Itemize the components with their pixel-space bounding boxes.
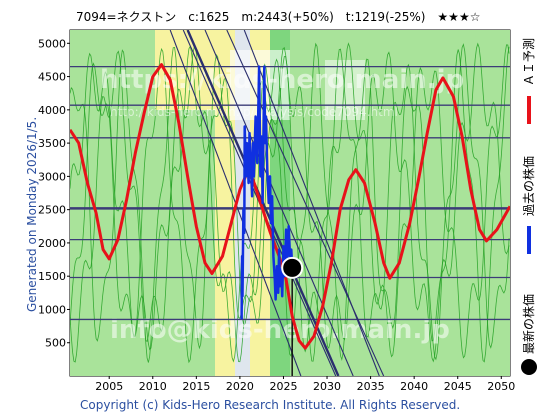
x-tick-label: 2040 <box>400 380 428 393</box>
copyright-text: Copyright (c) Kids-Hero Research Institu… <box>80 398 460 412</box>
diagonal-4 <box>243 30 380 376</box>
diagonal-2 <box>226 30 385 376</box>
watermark-top: https://kids-hero.main.jp <box>100 65 464 95</box>
green-oscillation-3 <box>70 42 510 363</box>
chart-title: 7094=ネクストン c:1625 m:2443(+50%) t:1219(-2… <box>76 10 480 24</box>
x-tick-label: 2015 <box>182 380 210 393</box>
watermark-middle: http://kids-hero.main.jp/analysis/code70… <box>110 105 398 119</box>
y-tick-label: 4500 <box>38 71 66 84</box>
generated-label: Generated on Monday 2026/1/5. <box>25 117 39 312</box>
legend-latest-label: 最新の株価 <box>521 294 536 354</box>
x-tick-label: 2045 <box>444 380 472 393</box>
horizontal-lines <box>70 65 510 321</box>
x-tick-label: 2020 <box>226 380 254 393</box>
x-tick-label: 2030 <box>313 380 341 393</box>
y-tick-label: 1500 <box>38 270 66 283</box>
y-tick-label: 1000 <box>38 303 66 316</box>
legend-ai-label: ＡＩ予測 <box>522 38 536 86</box>
y-tick-label: 3500 <box>38 137 66 150</box>
latest-price-marker <box>281 256 304 279</box>
x-axis-ticks: 2005 2010 2015 2020 2025 2030 2035 2040 2045 2050 <box>95 376 515 393</box>
legend-past-label: 過去の株価 <box>521 156 536 216</box>
x-tick-label: 2010 <box>139 380 167 393</box>
legend: ＡＩ予測 過去の株価 最新の株価 <box>521 38 537 375</box>
green-oscillation-lines <box>70 42 510 364</box>
x-tick-label: 2005 <box>95 380 123 393</box>
y-tick-label: 2500 <box>38 204 66 217</box>
y-tick-label: 500 <box>45 337 66 350</box>
y-tick-label: 5000 <box>38 37 66 50</box>
legend-latest-swatch <box>521 359 537 375</box>
y-tick-label: 2000 <box>38 237 66 250</box>
x-tick-label: 2035 <box>357 380 385 393</box>
x-tick-label: 2050 <box>487 380 515 393</box>
diagonal-1 <box>204 30 354 376</box>
y-tick-label: 4000 <box>38 104 66 117</box>
x-tick-label: 2025 <box>269 380 297 393</box>
y-axis-ticks: 500 1000 1500 2000 2500 3000 3500 4000 4500 5000 <box>38 37 70 350</box>
ai-forecast-line <box>70 63 510 350</box>
y-tick-label: 3000 <box>38 170 66 183</box>
green-oscillation-0 <box>70 43 510 364</box>
